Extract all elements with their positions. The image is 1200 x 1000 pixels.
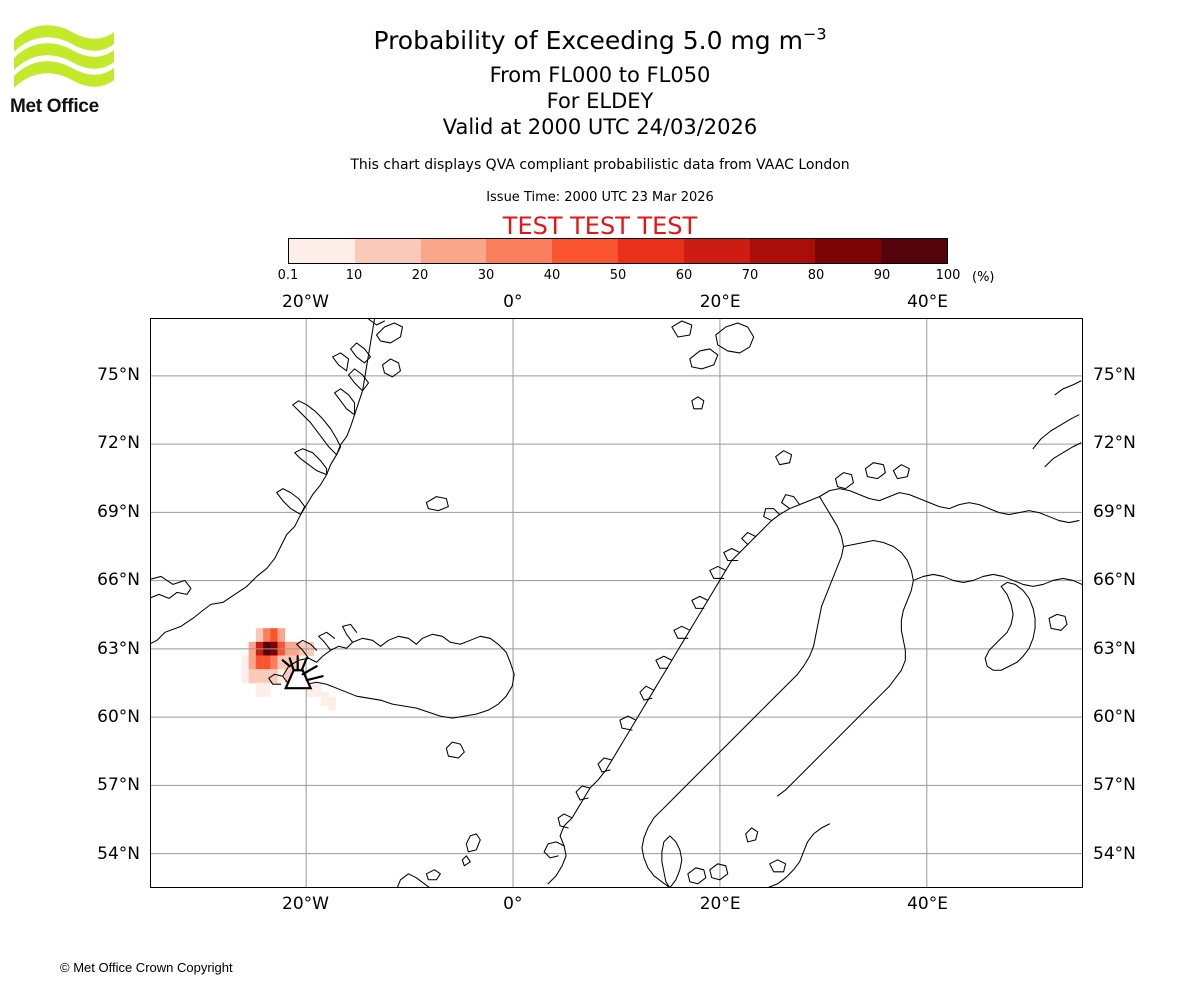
ash-cell-13 [241,655,249,670]
lat-left-label-72: 72°N [97,433,140,454]
lat-left-label-57: 57°N [97,775,140,796]
ash-cell-35 [255,682,264,697]
ash-cell-0 [255,628,264,643]
colorbar-tick-40: 40 [543,268,561,283]
colorbar-tick-0.1: 0.1 [277,268,299,283]
ash-cell-36 [263,682,271,697]
colorbar-tick-70: 70 [741,268,759,283]
ash-cell-16 [263,655,271,670]
lon-top-label--20: 20°W [282,292,329,312]
colorbar-tick-90: 90 [873,268,891,283]
lon-bottom-label-20: 20°E [699,894,741,914]
ash-cell-18 [277,655,286,670]
colorbar-tick-100: 100 [935,268,961,283]
ash-cell-17 [270,655,278,670]
qva-note: This chart displays QVA compliant probab… [350,157,850,173]
flight-level-subtitle: From FL000 to FL050 [489,63,711,87]
lat-left-label-63: 63°N [97,638,140,659]
page-title: Probability of Exceeding 5.0 mg m−3 [0,26,1200,55]
lon-bottom-label-40: 40°E [907,894,948,914]
page-title-text: Probability of Exceeding 5.0 mg m [373,26,803,55]
colorbar-band-9 [881,239,947,263]
ash-cell-2 [270,628,278,643]
ash-cell-3 [277,628,286,643]
map-canvas [151,319,1082,887]
colorbar-band-6 [683,239,750,263]
colorbar-band-0 [289,239,355,263]
ash-cell-33 [321,691,329,706]
lat-left-label-75: 75°N [97,365,140,385]
colorbar-band-5 [617,239,684,263]
ash-cell-32 [313,682,322,697]
colorbar-tick-80: 80 [807,268,825,283]
lat-right-label-63: 63°N [1093,638,1136,659]
eldey-volcano-marker [281,655,324,690]
colorbar-tick-50: 50 [609,268,627,283]
colorbar-bands [288,238,948,264]
site-subtitle: For ELDEY [546,89,654,113]
colorbar-units: (%) [972,270,995,285]
ash-cell-24 [255,669,264,684]
lat-right-label-54: 54°N [1093,843,1136,864]
ash-cell-28 [284,669,293,684]
colorbar-tick-10: 10 [345,268,363,283]
lat-right-label-69: 69°N [1093,501,1136,522]
ash-cell-22 [241,669,249,684]
colorbar-band-8 [815,239,882,263]
colorbar-band-2 [420,239,487,263]
colorbar-band-7 [749,239,816,263]
valid-time-subtitle: Valid at 2000 UTC 24/03/2026 [442,115,758,139]
ash-cell-21 [299,655,307,670]
ash-cell-19 [284,655,293,670]
graticule-gridlines [151,319,1082,887]
colorbar-band-4 [552,239,618,263]
ash-cell-23 [248,669,257,684]
met-office-waves-icon [14,25,114,88]
lon-bottom-label-0: 0° [503,894,523,914]
met-office-logo-text: Met Office [10,96,99,117]
ash-cell-26 [270,669,278,684]
colorbar-tick-30: 30 [477,268,495,283]
ash-cell-25 [263,669,271,684]
lat-left-label-66: 66°N [97,570,140,591]
test-banner: TEST TEST TEST [502,212,698,240]
colorbar-band-3 [486,239,553,263]
coastlines [151,319,1082,887]
lon-bottom-label--20: 20°W [282,894,329,914]
ash-cell-15 [255,655,264,670]
lat-right-label-72: 72°N [1093,433,1136,454]
probability-colorbar [288,238,948,264]
ash-cell-14 [248,655,257,670]
lon-top-label-0: 0° [503,292,523,312]
lon-top-label-40: 40°E [907,292,948,312]
lat-right-label-75: 75°N [1093,365,1136,385]
colorbar-band-1 [354,239,421,263]
colorbar-tick-20: 20 [411,268,429,283]
copyright-notice: © Met Office Crown Copyright [60,960,233,975]
lat-left-label-69: 69°N [97,501,140,522]
lat-right-label-66: 66°N [1093,570,1136,591]
lat-right-label-60: 60°N [1093,707,1136,727]
map-plot-area[interactable] [150,318,1083,888]
ash-cell-34 [328,696,336,711]
colorbar-tick-60: 60 [675,268,693,283]
ash-probability-cells [241,628,336,711]
lat-left-label-54: 54°N [97,843,140,864]
lon-top-label-20: 20°E [699,292,741,312]
ash-cell-31 [306,682,315,697]
met-office-logo: Met Office [10,18,118,117]
lat-left-label-60: 60°N [97,707,140,727]
issue-time: Issue Time: 2000 UTC 23 Mar 2026 [486,190,714,205]
ash-cell-1 [263,628,271,643]
page-title-exponent: −3 [802,24,827,44]
lat-right-label-57: 57°N [1093,775,1136,796]
